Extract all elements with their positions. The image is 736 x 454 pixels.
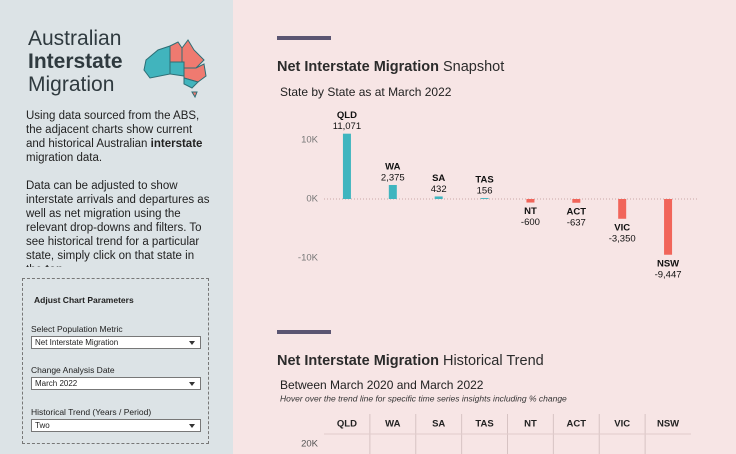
bar bbox=[434, 196, 443, 199]
panel-header: NT bbox=[524, 419, 537, 430]
dropdown[interactable]: Net Interstate Migration bbox=[31, 336, 201, 349]
field-label: Historical Trend (Years / Period) bbox=[31, 407, 152, 417]
category-label: VIC bbox=[614, 222, 630, 233]
dropdown[interactable]: March 2022 bbox=[31, 377, 201, 390]
category-label: NT bbox=[524, 206, 537, 217]
bar bbox=[388, 184, 397, 199]
panel-header: TAS bbox=[475, 419, 493, 430]
text: Using data sourced from the ABS, the adj… bbox=[26, 110, 200, 150]
value-label: -3,350 bbox=[609, 233, 636, 244]
dropdown[interactable]: Two bbox=[31, 419, 201, 432]
panel-header: ACT bbox=[567, 419, 587, 430]
title-line: Migration bbox=[28, 73, 115, 96]
bar bbox=[664, 199, 673, 255]
value-label: -600 bbox=[521, 217, 540, 228]
value-label: 2,375 bbox=[381, 173, 405, 184]
y-tick-label: 10K bbox=[301, 135, 319, 146]
title-line: Australian bbox=[28, 27, 122, 50]
panel-header: SA bbox=[432, 419, 445, 430]
chart-subtitle: Between March 2020 and March 2022 bbox=[280, 378, 484, 392]
accent-bar bbox=[277, 36, 331, 40]
y-tick-label: 0K bbox=[306, 194, 318, 205]
map-icon bbox=[143, 39, 207, 99]
y-tick-label: -10K bbox=[298, 253, 319, 264]
field-label: Select Population Metric bbox=[31, 324, 123, 334]
chart-title: Net Interstate Migration Historical Tren… bbox=[277, 353, 544, 369]
title-bold: Net Interstate Migration bbox=[277, 353, 439, 369]
text: migration data. bbox=[26, 152, 103, 164]
panel-title: Adjust Chart Parameters bbox=[34, 295, 134, 305]
value-label: 156 bbox=[477, 186, 493, 197]
value-label: 11,071 bbox=[333, 121, 361, 132]
chart-note: Hover over the trend line for specific t… bbox=[280, 393, 567, 403]
category-label: SA bbox=[432, 173, 445, 184]
category-label: QLD bbox=[337, 110, 357, 121]
title-bold: Net Interstate Migration bbox=[277, 59, 439, 75]
paragraph: Data can be adjusted to show interstate … bbox=[26, 179, 212, 267]
panel-header: QLD bbox=[337, 419, 357, 430]
value-label: -9,447 bbox=[655, 269, 682, 280]
value-label: -637 bbox=[567, 217, 586, 228]
bar bbox=[342, 133, 351, 199]
panel-header: WA bbox=[385, 419, 400, 430]
category-label: ACT bbox=[567, 206, 587, 217]
bar bbox=[480, 198, 489, 199]
paragraph: Using data sourced from the ABS, the adj… bbox=[26, 109, 212, 165]
bar bbox=[526, 199, 535, 203]
title-rest: Historical Trend bbox=[443, 353, 544, 369]
charts: Net Interstate Migration Snapshot State … bbox=[277, 36, 699, 454]
accent-bar bbox=[277, 330, 331, 334]
bar bbox=[618, 199, 627, 219]
text-bold: top- bbox=[45, 264, 67, 267]
y-tick-label: 20K bbox=[301, 439, 319, 450]
chart-title: Net Interstate Migration Snapshot bbox=[277, 59, 504, 75]
category-label: WA bbox=[385, 162, 400, 173]
controls-panel: Adjust Chart Parameters Select Populatio… bbox=[22, 278, 209, 444]
bar bbox=[572, 199, 581, 203]
panel-header: NSW bbox=[657, 419, 679, 430]
sidebar: Australian Interstate Migration Using da… bbox=[0, 0, 233, 454]
title-rest: Snapshot bbox=[443, 59, 504, 75]
chart-subtitle: State by State as at March 2022 bbox=[280, 85, 452, 99]
text: Data can be adjusted to show interstate … bbox=[26, 180, 210, 267]
category-label: TAS bbox=[475, 175, 493, 186]
title-line: Interstate bbox=[28, 50, 123, 73]
category-label: NSW bbox=[657, 258, 679, 269]
value-label: 432 bbox=[431, 184, 447, 195]
panel-header: VIC bbox=[614, 419, 630, 430]
description: Using data sourced from the ABS, the adj… bbox=[26, 109, 212, 267]
field-label: Change Analysis Date bbox=[31, 365, 115, 375]
text-bold: interstate bbox=[150, 138, 203, 150]
